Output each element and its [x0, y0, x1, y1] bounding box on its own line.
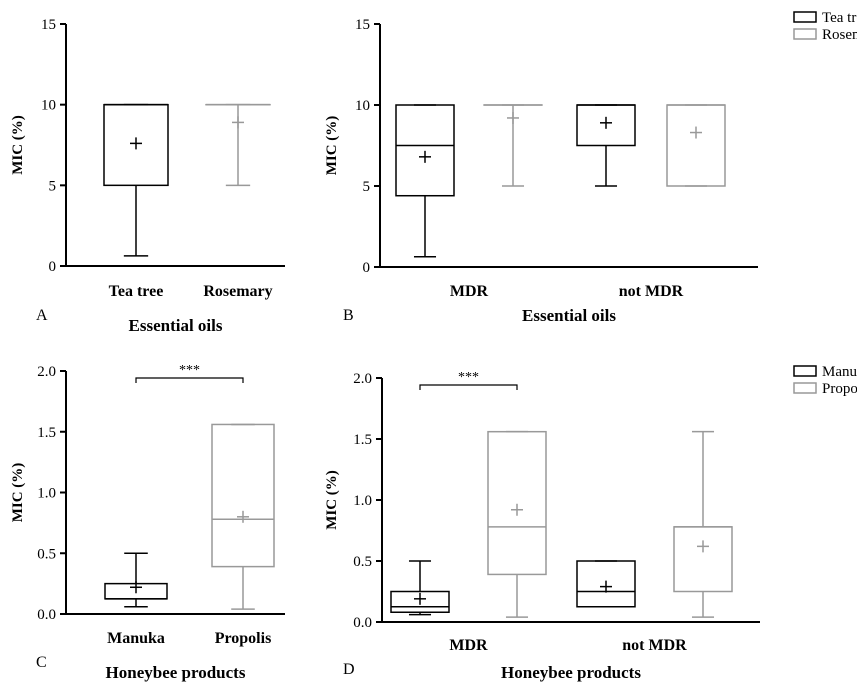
x-axis-title: Honeybee products [501, 663, 641, 682]
box-plot [211, 423, 275, 610]
box [673, 526, 733, 593]
x-category-label: Propolis [215, 630, 272, 647]
box [390, 590, 450, 613]
y-tick-label: 0.0 [37, 607, 56, 623]
box [211, 423, 275, 568]
box [666, 104, 726, 187]
legend-label: Propolis [822, 381, 857, 397]
panel-letter: B [343, 307, 354, 324]
box-plot [395, 104, 455, 258]
box-plot [666, 104, 726, 187]
x-category-label: Tea tree [109, 283, 164, 300]
box-plot [205, 103, 271, 187]
legend-label: Rosemary [822, 27, 857, 43]
y-tick-label: 1.5 [37, 425, 56, 441]
y-tick-label: 1.5 [353, 432, 372, 448]
x-category-label: not MDR [622, 637, 687, 654]
x-category-label: MDR [449, 637, 488, 654]
y-tick-label: 0 [49, 259, 57, 275]
x-axis-title: Essential oils [129, 316, 223, 335]
box-plot [576, 104, 636, 187]
box [576, 560, 636, 608]
y-tick-label: 1.0 [353, 493, 372, 509]
y-axis-label: MIC (%) [10, 115, 26, 175]
y-axis-label: MIC (%) [324, 470, 340, 530]
box-plot [390, 560, 450, 616]
x-category-label: Manuka [107, 630, 165, 647]
y-tick-label: 15 [355, 17, 370, 33]
box-plot [673, 430, 733, 618]
y-axis-label: MIC (%) [10, 463, 26, 523]
panel-a: 0 5 10 15 MIC (%) Essential oils A Tea tree Rose… [10, 17, 285, 335]
box-plot [487, 430, 547, 618]
panel-letter: A [36, 307, 48, 324]
panel-letter: C [36, 654, 47, 671]
box-plot [103, 103, 169, 257]
significance-bracket [135, 377, 244, 383]
x-category-label: MDR [450, 283, 489, 300]
x-axis-title: Essential oils [522, 306, 616, 325]
x-category-label: not MDR [619, 283, 684, 300]
box-plot [104, 552, 168, 608]
significance-label: *** [179, 363, 200, 378]
y-tick-label: 5 [49, 178, 57, 194]
legend-swatch [793, 11, 817, 23]
box-plot [483, 104, 543, 187]
y-axis-label: MIC (%) [324, 116, 340, 176]
panel-b: 0 5 10 15 MIC (%) Essential oils B MDR not MDR Te… [324, 10, 857, 325]
y-tick-label: 1.0 [37, 486, 56, 502]
box [487, 430, 547, 576]
y-tick-label: 2.0 [37, 364, 56, 380]
x-axis-title: Honeybee products [106, 663, 246, 682]
significance-label: *** [458, 370, 479, 385]
panel-letter: D [343, 661, 355, 678]
legend-swatch [793, 382, 817, 394]
y-tick-label: 0.5 [37, 546, 56, 562]
box-plot [576, 560, 636, 608]
panel-c: 0.0 0.5 1.0 1.5 2.0 MIC (%) Honeybee products C… [10, 363, 285, 682]
y-tick-label: 15 [41, 17, 56, 33]
y-tick-label: 10 [41, 98, 56, 114]
y-tick-label: 0.0 [353, 615, 372, 631]
y-tick-label: 0.5 [353, 554, 372, 570]
significance-bracket [419, 384, 518, 390]
legend-label: Tea tree [822, 10, 857, 26]
x-category-label: Rosemary [203, 283, 272, 300]
y-tick-label: 2.0 [353, 371, 372, 387]
legend-label: Manuka [822, 364, 857, 380]
y-tick-label: 5 [363, 179, 371, 195]
legend-swatch [793, 365, 817, 377]
y-tick-label: 10 [355, 98, 370, 114]
legend-swatch [793, 28, 817, 40]
y-tick-label: 0 [363, 260, 371, 276]
box [395, 104, 455, 197]
panel-d: 0.0 0.5 1.0 1.5 2.0 MIC (%) Honeybee products D… [324, 364, 857, 682]
